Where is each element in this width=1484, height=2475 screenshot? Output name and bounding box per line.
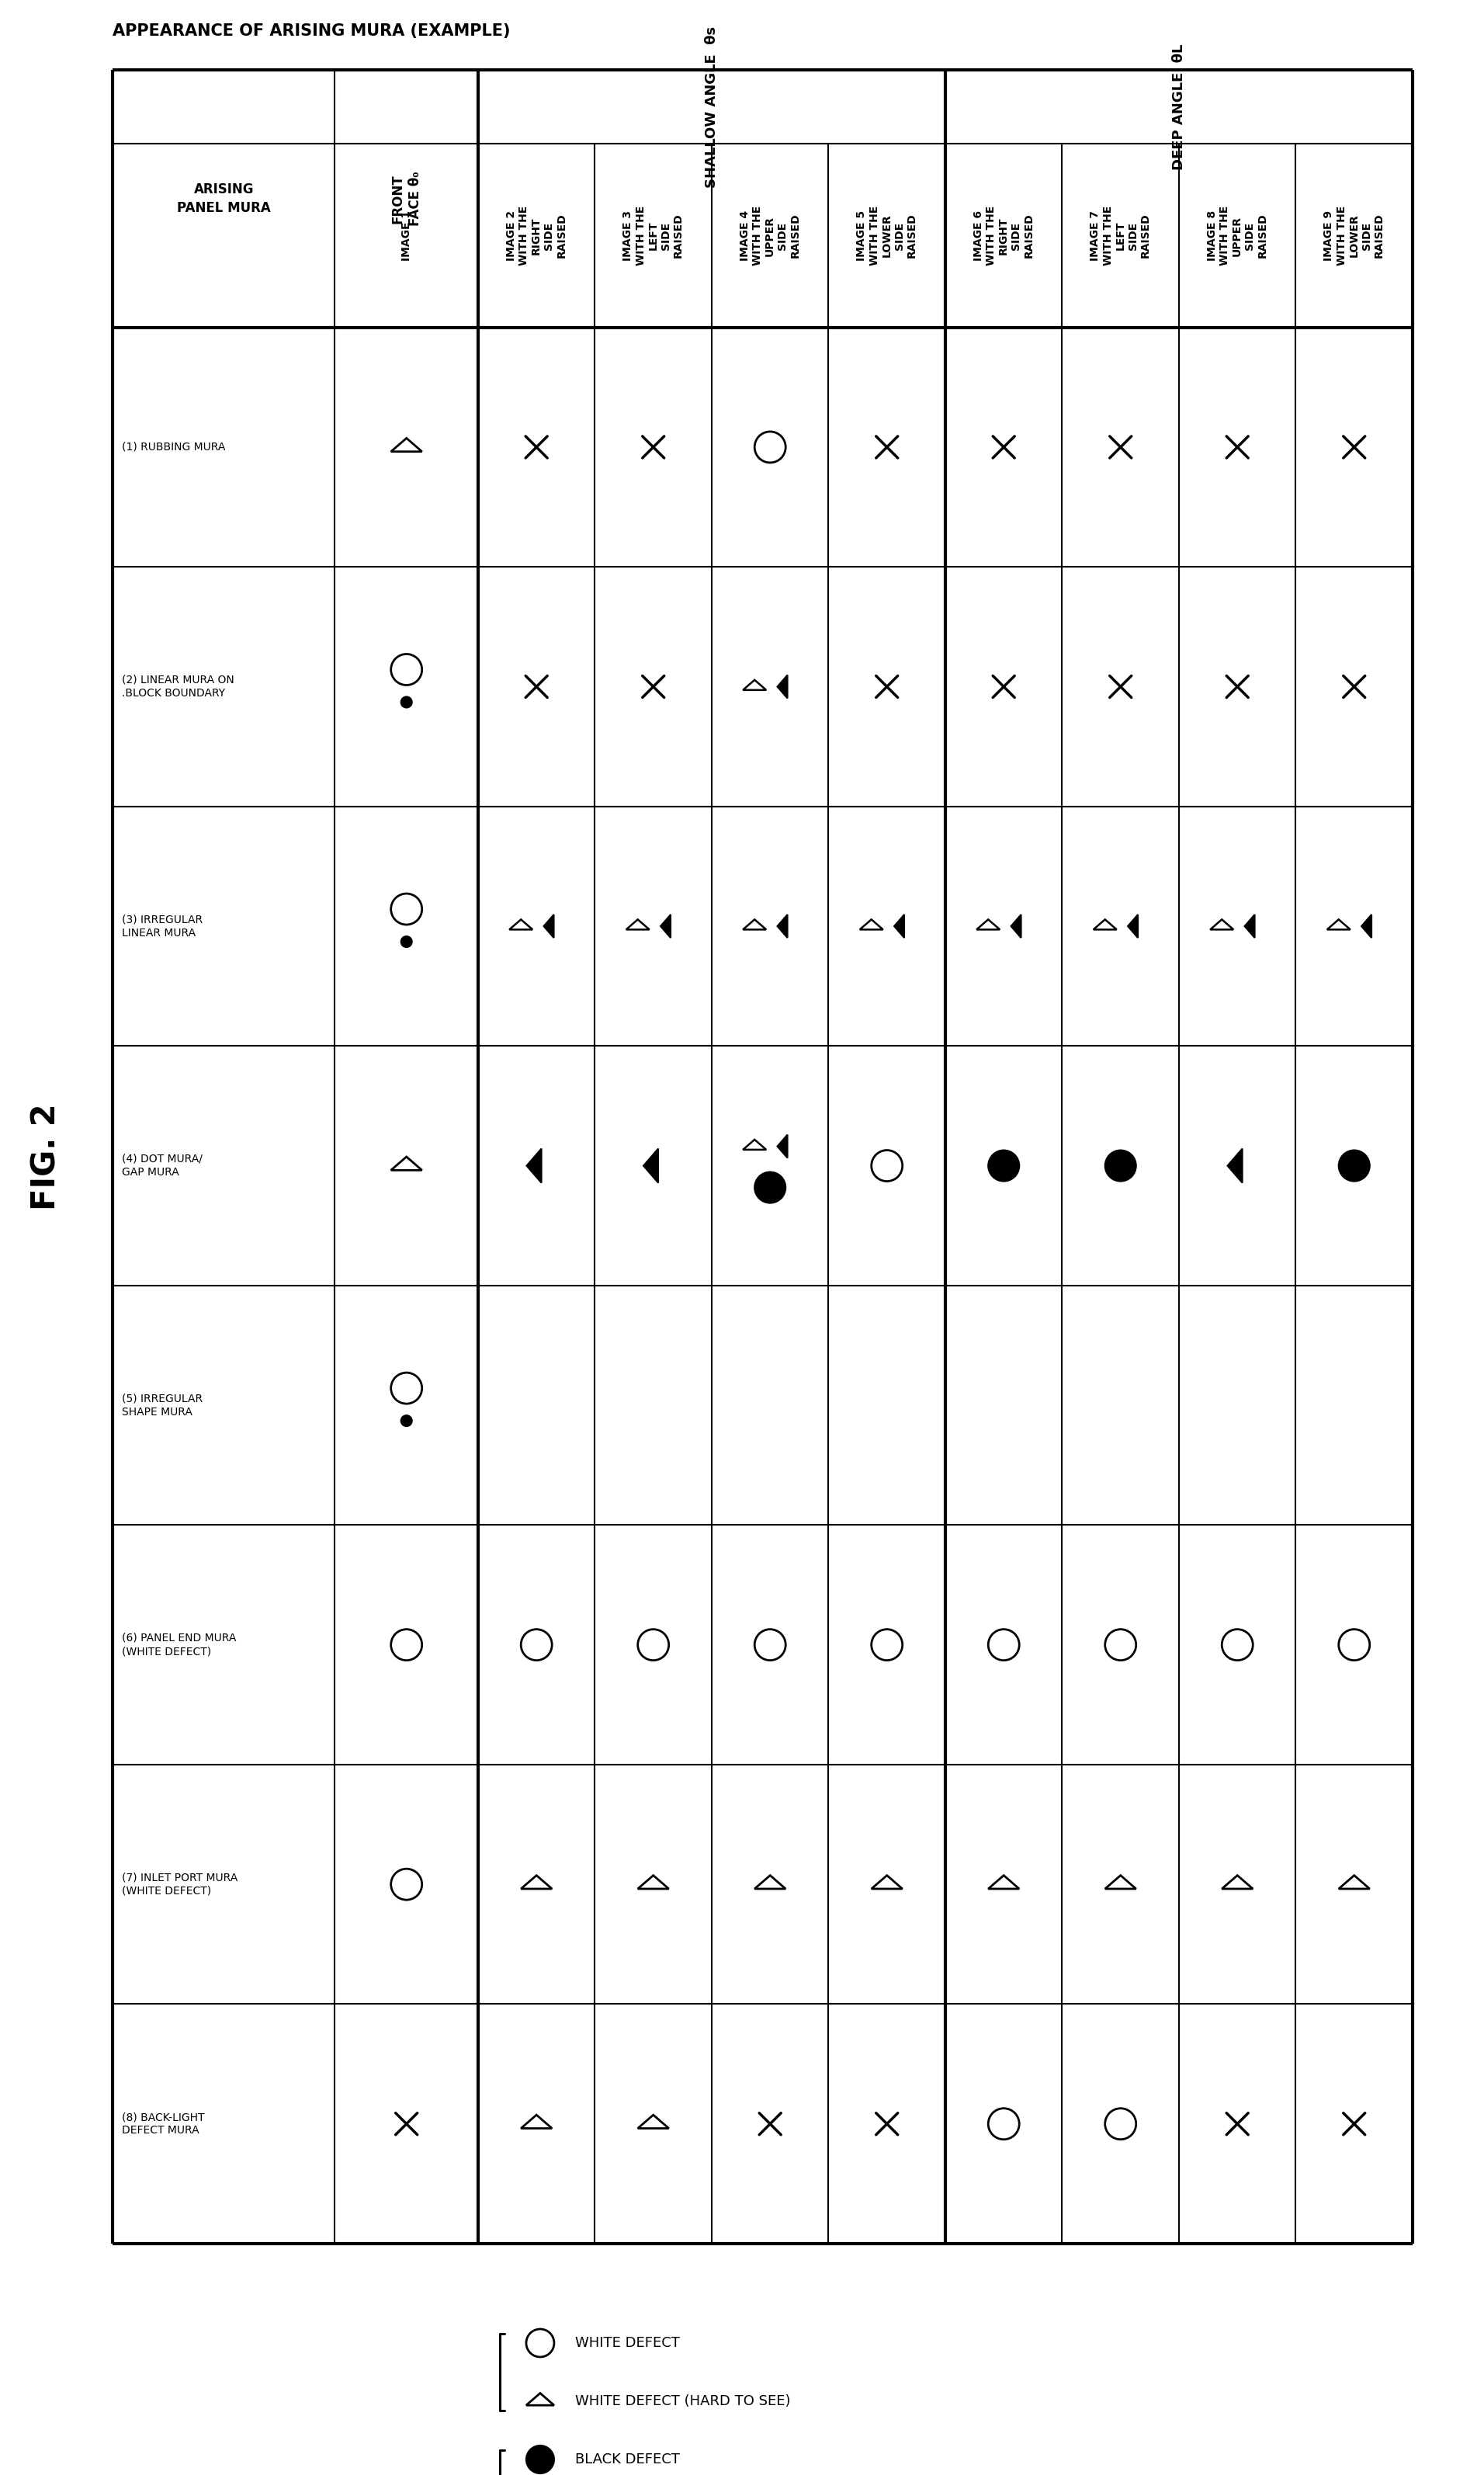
Polygon shape xyxy=(778,916,788,938)
Polygon shape xyxy=(1245,916,1254,938)
Polygon shape xyxy=(543,916,554,938)
Text: (2) LINEAR MURA ON
.BLOCK BOUNDARY: (2) LINEAR MURA ON .BLOCK BOUNDARY xyxy=(122,676,234,698)
Text: IMAGE 3
WITH THE
LEFT
SIDE
RAISED: IMAGE 3 WITH THE LEFT SIDE RAISED xyxy=(623,205,684,265)
Text: IMAGE 2
WITH THE
RIGHT
SIDE
RAISED: IMAGE 2 WITH THE RIGHT SIDE RAISED xyxy=(506,205,567,265)
Polygon shape xyxy=(660,916,671,938)
Circle shape xyxy=(527,2445,554,2473)
Text: IMAGE 4
WITH THE
UPPER
SIDE
RAISED: IMAGE 4 WITH THE UPPER SIDE RAISED xyxy=(739,205,801,265)
Circle shape xyxy=(401,698,413,708)
Text: (7) INLET PORT MURA
(WHITE DEFECT): (7) INLET PORT MURA (WHITE DEFECT) xyxy=(122,1871,237,1896)
Text: IMAGE 1: IMAGE 1 xyxy=(401,210,413,260)
Text: FRONT
FACE θ₀: FRONT FACE θ₀ xyxy=(390,171,421,225)
Text: WHITE DEFECT: WHITE DEFECT xyxy=(576,2336,680,2349)
Polygon shape xyxy=(1011,916,1021,938)
Circle shape xyxy=(1339,1151,1370,1181)
Text: APPEARANCE OF ARISING MURA (EXAMPLE): APPEARANCE OF ARISING MURA (EXAMPLE) xyxy=(113,22,510,40)
Text: IMAGE 7
WITH THE
LEFT
SIDE
RAISED: IMAGE 7 WITH THE LEFT SIDE RAISED xyxy=(1089,205,1152,265)
Text: SHALLOW ANGLE  θs: SHALLOW ANGLE θs xyxy=(705,27,718,188)
Circle shape xyxy=(401,936,413,948)
Text: (1) RUBBING MURA: (1) RUBBING MURA xyxy=(122,441,226,453)
Text: BLACK DEFECT: BLACK DEFECT xyxy=(576,2453,680,2468)
Text: IMAGE 5
WITH THE
LOWER
SIDE
RAISED: IMAGE 5 WITH THE LOWER SIDE RAISED xyxy=(856,205,917,265)
Circle shape xyxy=(754,1173,785,1203)
Circle shape xyxy=(401,1416,413,1426)
Circle shape xyxy=(988,1151,1020,1181)
Polygon shape xyxy=(778,1134,788,1158)
Text: (4) DOT MURA/
GAP MURA: (4) DOT MURA/ GAP MURA xyxy=(122,1153,202,1178)
Text: (6) PANEL END MURA
(WHITE DEFECT): (6) PANEL END MURA (WHITE DEFECT) xyxy=(122,1634,236,1656)
Circle shape xyxy=(1106,1151,1137,1181)
Polygon shape xyxy=(1128,916,1138,938)
Text: (3) IRREGULAR
LINEAR MURA: (3) IRREGULAR LINEAR MURA xyxy=(122,913,203,938)
Text: ARISING
PANEL MURA: ARISING PANEL MURA xyxy=(177,183,270,215)
Polygon shape xyxy=(527,1148,542,1183)
Text: IMAGE 9
WITH THE
LOWER
SIDE
RAISED: IMAGE 9 WITH THE LOWER SIDE RAISED xyxy=(1324,205,1385,265)
Text: DEEP ANGLE  θL: DEEP ANGLE θL xyxy=(1172,45,1186,171)
Polygon shape xyxy=(1227,1148,1242,1183)
Polygon shape xyxy=(895,916,904,938)
Text: WHITE DEFECT (HARD TO SEE): WHITE DEFECT (HARD TO SEE) xyxy=(576,2393,791,2408)
Polygon shape xyxy=(1361,916,1371,938)
Text: IMAGE 8
WITH THE
UPPER
SIDE
RAISED: IMAGE 8 WITH THE UPPER SIDE RAISED xyxy=(1206,205,1267,265)
Text: (8) BACK-LIGHT
DEFECT MURA: (8) BACK-LIGHT DEFECT MURA xyxy=(122,2111,205,2136)
Text: (5) IRREGULAR
SHAPE MURA: (5) IRREGULAR SHAPE MURA xyxy=(122,1393,203,1418)
Text: IMAGE 6
WITH THE
RIGHT
SIDE
RAISED: IMAGE 6 WITH THE RIGHT SIDE RAISED xyxy=(974,205,1034,265)
Text: FIG. 2: FIG. 2 xyxy=(30,1104,62,1210)
Polygon shape xyxy=(644,1148,659,1183)
Polygon shape xyxy=(778,676,788,698)
